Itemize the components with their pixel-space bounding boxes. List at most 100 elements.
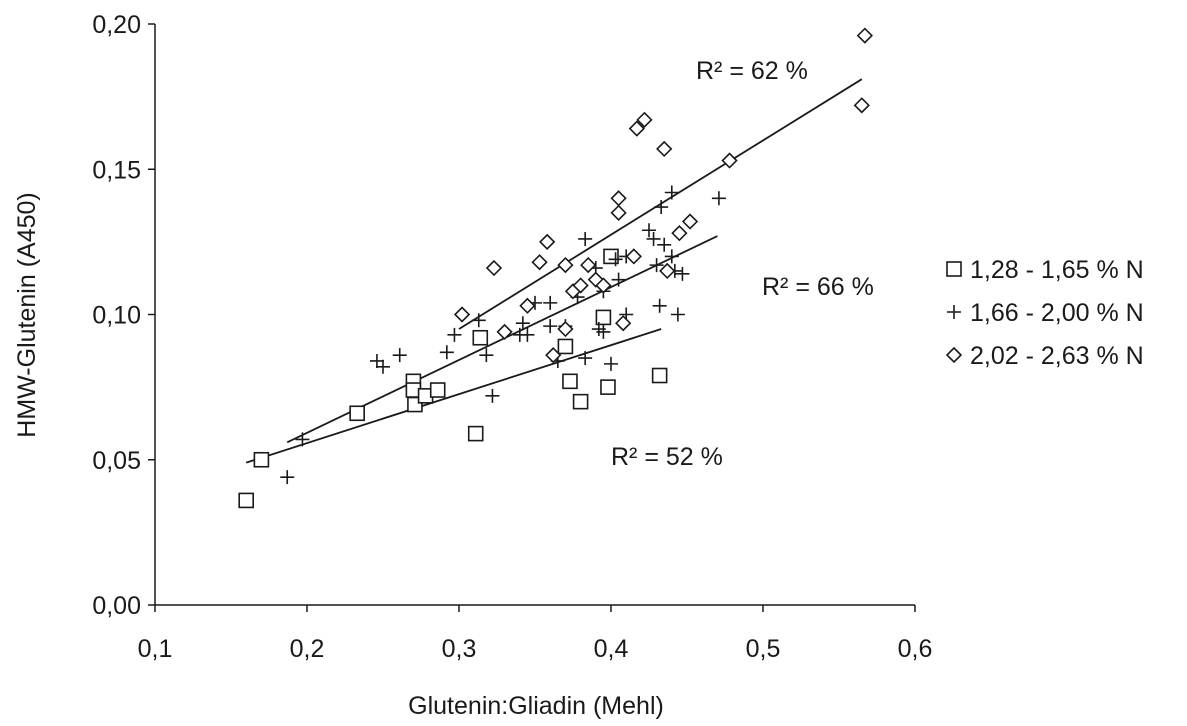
y-tick-label: 0,10 <box>92 302 141 330</box>
point-diamond <box>557 256 574 274</box>
point-diamond <box>671 225 688 242</box>
point-plus <box>520 327 535 342</box>
legend: 1,28 - 1,65 % N 1,66 - 2,00 % N 2,02 - 2,6… <box>945 256 1144 370</box>
x-tick-label: 0,2 <box>290 635 325 663</box>
point-plus <box>675 266 690 281</box>
point-plus <box>485 388 500 403</box>
y-tick-label: 0,15 <box>92 156 141 184</box>
point-plus <box>447 327 462 342</box>
plot-area: 0,1 0,2 0,3 0,4 0,5 0,6 0,000,050,100,150,20 … <box>92 11 932 663</box>
point-diamond <box>625 248 642 265</box>
y-tick-label: 0,00 <box>92 592 141 620</box>
r-squared-label: R² = 62 % <box>696 57 808 85</box>
legend-marker-plus <box>947 305 961 319</box>
point-plus <box>611 272 626 287</box>
point-diamond <box>572 277 589 294</box>
point-square <box>557 338 574 355</box>
point-plus <box>280 470 295 485</box>
point-square <box>472 329 489 346</box>
r-squared-label: R² = 66 % <box>762 273 874 301</box>
point-plus <box>295 432 310 447</box>
point-diamond <box>615 315 632 332</box>
legend-marker-square <box>946 261 962 277</box>
point-plus <box>649 258 664 273</box>
point-diamond <box>853 97 870 114</box>
point-plus <box>642 223 656 238</box>
point-plus <box>664 185 679 200</box>
x-tick-label: 0,4 <box>594 635 629 663</box>
x-tick-label: 0,6 <box>898 635 933 663</box>
point-diamond <box>485 259 503 277</box>
legend-marker-diamond <box>945 346 963 364</box>
point-diamond <box>681 213 699 230</box>
point-plus <box>369 353 384 368</box>
trendline-square <box>245 328 662 464</box>
point-plus <box>578 231 593 246</box>
point-square <box>595 309 612 326</box>
point-plus <box>596 324 611 339</box>
point-plus <box>439 345 454 360</box>
point-square <box>429 382 446 398</box>
point-diamond <box>628 120 645 137</box>
point-diamond <box>531 254 548 271</box>
point-plus <box>543 295 558 310</box>
r-squared-labels: R² = 52 % R² = 66 % R² = 62 % <box>611 57 874 471</box>
point-diamond <box>610 204 627 221</box>
point-diamond <box>595 277 612 294</box>
point-diamond <box>519 297 536 314</box>
y-tick-label: 0,20 <box>92 11 141 39</box>
series-square <box>238 248 668 509</box>
point-diamond <box>496 323 513 341</box>
point-plus <box>515 316 530 331</box>
point-diamond <box>580 256 597 274</box>
point-plus <box>578 351 593 366</box>
point-square <box>651 367 668 384</box>
point-square <box>253 451 270 468</box>
point-square <box>349 405 365 422</box>
point-diamond <box>453 306 471 323</box>
x-tick-label: 0,1 <box>138 635 173 663</box>
x-axis-title: Glutenin:Gliadin (Mehl) <box>408 692 664 720</box>
point-plus <box>711 191 726 206</box>
point-diamond <box>856 27 873 44</box>
point-plus <box>392 348 407 363</box>
point-plus <box>670 307 685 322</box>
point-plus <box>664 249 679 264</box>
point-plus <box>608 252 623 267</box>
point-plus <box>646 231 661 246</box>
x-tick-label: 0,3 <box>442 635 477 663</box>
point-plus <box>376 359 390 374</box>
point-diamond <box>539 233 556 251</box>
series-diamond <box>453 27 873 364</box>
trendlines <box>245 78 863 464</box>
point-square <box>467 425 484 442</box>
point-plus <box>652 298 667 313</box>
y-axis-ticks: 0,00 0,05 0,10 0,15 0,20 <box>92 11 155 620</box>
point-diamond <box>636 111 653 128</box>
point-plus <box>471 313 486 328</box>
point-square <box>238 492 254 509</box>
point-plus <box>479 348 494 363</box>
point-square <box>562 373 578 390</box>
point-square <box>600 379 616 395</box>
point-diamond <box>659 262 676 280</box>
point-plus <box>657 237 672 252</box>
legend-label: 1,28 - 1,65 % N <box>970 256 1144 284</box>
point-diamond <box>557 320 574 338</box>
x-tick-label: 0,5 <box>746 635 781 663</box>
point-square <box>572 393 589 410</box>
r-squared-label: R² = 52 % <box>611 443 723 471</box>
point-plus <box>604 356 618 371</box>
y-tick-label: 0,05 <box>92 447 141 475</box>
x-axis-ticks: 0,1 0,2 0,3 0,4 0,5 0,6 <box>138 605 933 663</box>
point-diamond <box>610 190 627 207</box>
legend-label: 1,66 - 2,00 % N <box>970 299 1144 327</box>
y-axis-title: HMW-Glutenin (A450) <box>13 192 41 437</box>
point-diamond <box>656 140 673 158</box>
point-diamond <box>721 152 738 169</box>
point-diamond <box>545 347 562 364</box>
data-points <box>238 27 873 509</box>
point-plus <box>654 200 669 215</box>
legend-label: 2,02 - 2,63 % N <box>970 342 1144 370</box>
